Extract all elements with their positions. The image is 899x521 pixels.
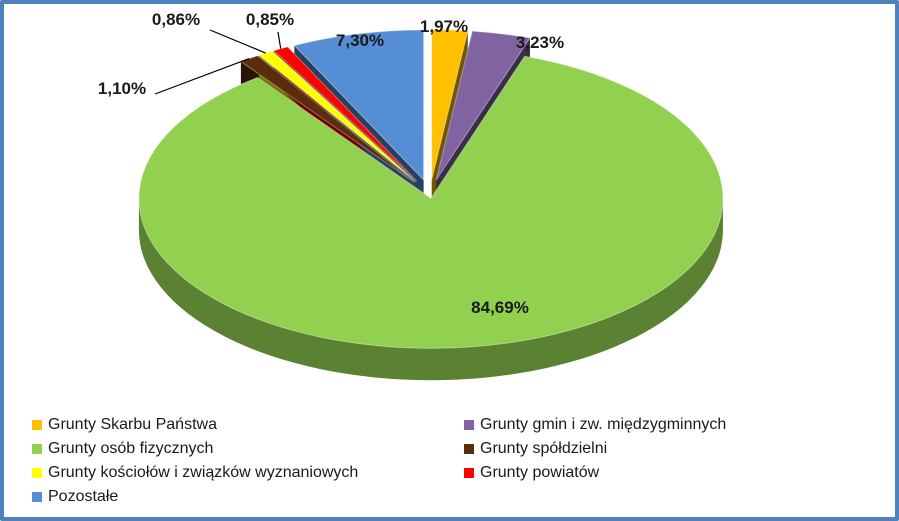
slice-pozostale [293,29,425,182]
legend-item-pozostale: Pozostałe [32,486,118,508]
leader-line-grunty-powiatow [277,31,282,49]
legend-item-grunty-kosciolow-i-zwiazkow-wyznaniowych: Grunty kościołów i związków wyznaniowych [32,462,358,484]
legend-swatch [32,420,42,430]
legend-item-grunty-skarbu-panstwa: Grunty Skarbu Państwa [32,414,217,436]
data-label-grunty-skarbu-panstwa: 1,97% [420,17,468,36]
legend-item-grunty-powiatow: Grunty powiatów [464,462,599,484]
legend-swatch [464,468,474,478]
legend-label: Grunty powiatów [480,464,600,481]
legend-swatch [464,444,474,454]
legend-swatch [32,468,42,478]
data-label-grunty-powiatow: 0,85% [246,10,294,29]
legend-label: Grunty spółdzielni [480,440,608,457]
slice-wall-pozostale-0 [294,45,424,213]
slice-side-grunty-osob-fizycznych [138,198,723,381]
pie-labels: 1,97% 3,23% 84,69% 1,10% 0,86% 0,85% 7,30% [98,10,564,317]
leader-line-grunty-spoldzielni [154,57,250,95]
legend-label: Pozostałe [48,488,119,505]
data-label-grunty-osob-fizycznych: 84,69% [471,298,529,317]
legend-label: Grunty gmin i zw. międzygminnych [480,416,727,433]
slice-grunty-osob-fizycznych [138,55,724,349]
legend-label: Grunty osób fizycznych [48,440,214,457]
slice-grunty-skarbu-panstwa [431,29,469,180]
legend-label: Grunty Skarbu Państwa [48,416,217,433]
legend-label: Grunty kościołów i związków wyznaniowych [48,464,359,481]
slice-grunty-gmin-i-zw-miedzygminnych [435,30,531,181]
legend-swatch [464,420,474,430]
pie-chart: 1,97% 3,23% 84,69% 1,10% 0,86% 0,85% 7,30% [98,10,724,381]
legend: Grunty Skarbu Państwa Grunty gmin i zw. m… [32,414,872,514]
data-label-grunty-gmin-i-zw-miedzygminnych: 3,23% [516,33,564,52]
legend-swatch [32,492,42,502]
legend-item-grunty-osob-fizycznych: Grunty osób fizycznych [32,438,213,460]
pie-leader-lines [154,29,282,95]
legend-item-grunty-spoldzielni: Grunty spółdzielni [464,438,607,460]
data-label-pozostale: 7,30% [336,31,384,50]
pie-tops [138,29,724,349]
leader-line-grunty-kosciolow-i-zwiazkow-wyznaniowych [209,29,266,54]
data-label-grunty-kosciolow-i-zwiazkow-wyznaniowych: 0,86% [152,10,200,29]
legend-item-grunty-gmin-i-zw-miedzygminnych: Grunty gmin i zw. międzygminnych [464,414,726,436]
data-label-grunty-spoldzielni: 1,10% [98,79,146,98]
legend-swatch [32,444,42,454]
